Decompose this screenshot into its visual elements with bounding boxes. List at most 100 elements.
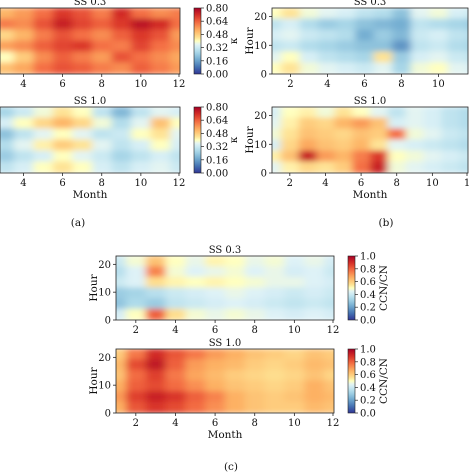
heatmap-cell — [145, 276, 167, 289]
heatmap-cell — [116, 256, 127, 268]
heatmap-cell — [225, 287, 246, 300]
heatmap-cell — [225, 266, 246, 278]
heatmap-cell — [336, 8, 356, 20]
panel-title: SS 1.0 — [209, 338, 242, 349]
heatmap-cell — [170, 8, 180, 20]
heatmap-cell — [352, 107, 371, 119]
heatmap-cell — [111, 107, 132, 119]
heatmap-cell — [205, 276, 226, 289]
heatmap-cell — [52, 107, 73, 119]
y-tick-label: 10 — [254, 140, 267, 151]
heatmap-cell — [459, 139, 468, 152]
heatmap-cell — [170, 150, 180, 163]
heatmap-cells — [116, 256, 334, 320]
heatmap-cell — [92, 29, 113, 42]
heatmap-cell — [52, 150, 73, 163]
heatmap-cell — [370, 150, 389, 163]
heatmap-cell — [13, 40, 34, 53]
y-tick-label: 20 — [254, 111, 267, 122]
heatmap-cell-group — [0, 8, 180, 74]
heatmap-cell — [52, 128, 73, 141]
heatmap-cell — [324, 401, 334, 413]
heatmap-cell — [145, 266, 167, 278]
heatmap-cell — [281, 8, 301, 20]
heatmap-cell — [72, 8, 93, 20]
heatmap-cell — [150, 107, 171, 119]
heatmap-cell — [429, 62, 449, 74]
heatmap-cell — [244, 287, 266, 300]
x-tick-label: 2 — [133, 418, 139, 429]
colorbar-tick-label: 0.16 — [206, 56, 228, 67]
heatmap-cell — [410, 18, 430, 31]
heatmap-cell — [264, 369, 285, 382]
heatmap-cell — [205, 349, 226, 361]
heatmap-cell-group — [116, 256, 334, 320]
colorbar-tick-label: 0.80 — [206, 4, 228, 15]
heatmap-cell — [387, 150, 407, 163]
heatmap-cell — [355, 29, 375, 42]
heatmap-cell — [185, 308, 206, 320]
heatmap-cell — [272, 150, 282, 163]
heatmap-panel: SS 0.3 2 4 6 8 10 0 10 20 Hour — [244, 0, 469, 90]
heatmap-cell — [33, 62, 54, 74]
heatmap-cell — [92, 62, 113, 74]
colorbar-tick-label: 0.48 — [206, 30, 228, 41]
heatmap-cell — [429, 40, 449, 53]
colorbar-tick-label: 0.64 — [206, 17, 228, 28]
heatmap-cell — [373, 29, 393, 42]
colorbar-tick-label: 0.6 — [360, 370, 376, 381]
colorbar-tick-label: 0.8 — [360, 357, 376, 368]
heatmap-cell — [373, 40, 393, 53]
heatmap-cell — [185, 298, 206, 310]
heatmap-cell — [131, 128, 152, 141]
heatmap-cell — [92, 18, 113, 31]
panel-title: SS 1.0 — [74, 96, 107, 107]
heatmap-cell — [264, 401, 285, 413]
heatmap-cell — [145, 298, 167, 310]
heatmap-cell — [165, 276, 186, 289]
heatmap-cell — [352, 117, 371, 130]
heatmap-cell — [447, 18, 467, 31]
heatmap-cell — [165, 266, 186, 278]
heatmap-cell — [72, 117, 93, 130]
x-tick-label: 6 — [212, 418, 218, 429]
heatmap-cell — [170, 51, 180, 64]
heatmap-cell — [280, 150, 300, 163]
heatmap-cell — [334, 128, 353, 141]
colorbar-tick-label: 0.0 — [360, 409, 376, 420]
heatmap-cell — [131, 62, 152, 74]
heatmap-cell — [33, 40, 54, 53]
heatmap-cell — [52, 29, 73, 42]
y-tick-label: 10 — [98, 381, 111, 392]
heatmap-cell — [111, 128, 132, 141]
axes-frame — [0, 106, 181, 174]
heatmap-cell — [150, 29, 171, 42]
heatmap-cell — [318, 18, 338, 31]
heatmap-cell — [145, 308, 167, 320]
heatmap-panel: SS 0.3 2 4 6 8 10 12 0 10 20 Hour 0.0 0.2 0.4 0.6 0.81.… — [88, 245, 390, 336]
x-tick-label: 10 — [135, 79, 148, 90]
heatmap-cell — [298, 107, 318, 119]
heatmap-cell — [370, 107, 389, 119]
heatmap-cell — [0, 51, 15, 64]
heatmap-cell — [244, 391, 266, 403]
heatmap-cell — [447, 40, 467, 53]
heatmap-cell — [272, 29, 282, 42]
heatmap-cell — [131, 29, 152, 42]
x-tick-label: 4 — [20, 178, 26, 189]
heatmap-cell — [205, 256, 226, 268]
heatmap-cell — [410, 8, 430, 20]
x-tick-label: 10 — [288, 325, 301, 336]
heatmap-cell — [441, 107, 460, 119]
colorbar-tick-label: 1.0 — [360, 252, 376, 263]
heatmap-cell — [280, 117, 300, 130]
heatmap-cell — [316, 150, 335, 163]
colorbar — [193, 7, 202, 75]
heatmap-cell — [205, 391, 226, 403]
heatmap-cell — [111, 29, 132, 42]
heatmap-cell — [466, 18, 468, 31]
heatmap-cell — [170, 18, 180, 31]
heatmap-cell — [125, 287, 147, 300]
colorbar-tick-label: 0.32 — [206, 43, 228, 54]
heatmap-cell — [264, 276, 285, 289]
